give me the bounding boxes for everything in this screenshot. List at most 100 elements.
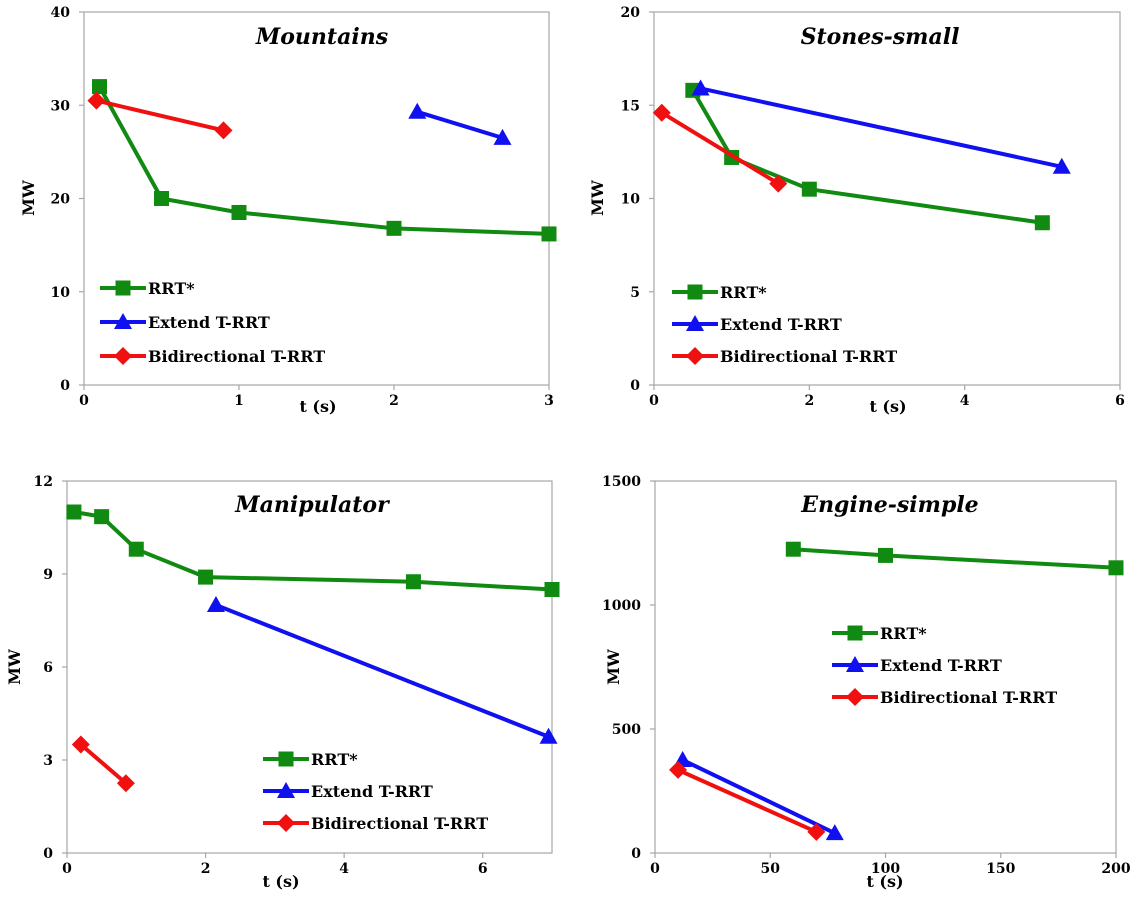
x-tick-label: 2 xyxy=(804,393,814,409)
data-point-marker xyxy=(92,79,107,95)
legend-label: RRT* xyxy=(720,283,767,302)
series-line-3 xyxy=(95,98,224,133)
x-tick-label: 100 xyxy=(871,861,900,877)
data-point-marker xyxy=(691,79,710,96)
x-tick-label: 6 xyxy=(478,861,488,877)
y-tick-label: 15 xyxy=(621,98,640,114)
legend: RRT* Extend T-RRT Bidirectional T-RRT xyxy=(100,279,325,366)
legend: RRT* Extend T-RRT Bidirectional T-RRT xyxy=(263,750,488,833)
data-point-marker xyxy=(801,181,817,197)
data-point-marker xyxy=(206,596,225,612)
data-point-marker xyxy=(405,574,421,590)
series-line-2 xyxy=(700,86,1063,169)
x-tick-label: 200 xyxy=(1101,861,1130,877)
data-point-marker xyxy=(1052,157,1071,174)
data-point-marker xyxy=(493,128,512,145)
y-tick-label: 12 xyxy=(34,474,53,490)
series-line-3 xyxy=(79,742,128,785)
legend-marker xyxy=(686,347,704,365)
plot-area-frame xyxy=(66,480,553,854)
y-tick-label: 20 xyxy=(51,192,71,208)
series-line-2 xyxy=(681,758,836,835)
data-point-marker xyxy=(94,509,110,525)
x-tick-label: 0 xyxy=(649,393,659,409)
y-tick-label: 20 xyxy=(621,5,641,21)
x-axis-label: t (s) xyxy=(869,397,906,416)
x-tick-label: 1 xyxy=(234,393,244,409)
data-point-marker xyxy=(652,103,671,122)
y-axis-label: MW xyxy=(588,179,607,216)
legend-label: Extend T-RRT xyxy=(720,315,842,334)
data-point-marker xyxy=(116,774,135,793)
y-tick-label: 500 xyxy=(612,722,641,738)
x-tick-label: 0 xyxy=(79,393,89,409)
data-point-marker xyxy=(386,220,402,236)
chart-panel-2: 0 5 10 15 20 0 2 4 6 t (s) MW Stones-small RRT* Exten… xyxy=(588,5,1125,416)
x-tick-label: 3 xyxy=(544,393,554,409)
data-point-marker xyxy=(769,174,788,193)
chart-panel-1: 0 10 20 30 40 0 1 2 3 t (s) MW Mountains RRT* Extend … xyxy=(19,5,557,416)
y-tick-label: 30 xyxy=(51,98,71,114)
x-tick-label: 50 xyxy=(761,861,781,877)
series-line-2 xyxy=(416,109,504,140)
series-line-3 xyxy=(660,111,780,186)
chart-title: Engine-simple xyxy=(800,492,978,518)
x-tick-label: 0 xyxy=(650,861,660,877)
chart-panel-3: 0 3 6 9 12 0 2 4 6 t (s) MW Manipulator RRT* Extend T… xyxy=(5,474,560,891)
x-axis-label: t (s) xyxy=(262,872,299,891)
data-point-marker xyxy=(807,822,826,841)
legend: RRT* Extend T-RRT Bidirectional T-RRT xyxy=(672,283,897,366)
legend-label: Extend T-RRT xyxy=(148,313,270,332)
legend-marker xyxy=(687,284,703,300)
legend-marker xyxy=(847,625,863,641)
data-point-marker xyxy=(541,226,557,242)
legend-marker xyxy=(114,347,132,365)
legend: RRT* Extend T-RRT Bidirectional T-RRT xyxy=(832,624,1057,707)
y-tick-label: 9 xyxy=(43,567,53,583)
data-point-marker xyxy=(539,727,558,744)
data-point-marker xyxy=(669,760,688,779)
legend-marker xyxy=(846,688,864,706)
legend-marker xyxy=(115,280,131,296)
x-tick-label: 150 xyxy=(986,861,1015,877)
legend-label: RRT* xyxy=(880,624,927,643)
x-tick-label: 4 xyxy=(339,861,349,877)
y-tick-label: 0 xyxy=(631,846,641,862)
legend-marker xyxy=(277,814,295,832)
y-axis-label: MW xyxy=(19,179,38,216)
y-tick-label: 6 xyxy=(43,660,53,676)
series-line-1 xyxy=(73,510,553,592)
y-tick-label: 5 xyxy=(630,285,640,301)
y-tick-label: 10 xyxy=(621,192,641,208)
x-tick-label: 6 xyxy=(1115,393,1125,409)
chart-panel-4: 0 500 1000 1500 0 50 100 150 200 t (s) MW Engine-si… xyxy=(602,474,1131,891)
series-line-1 xyxy=(691,89,1043,225)
legend-marker xyxy=(277,782,295,798)
data-point-marker xyxy=(1108,560,1124,576)
x-tick-label: 0 xyxy=(62,861,72,877)
legend-marker xyxy=(686,315,704,331)
data-point-marker xyxy=(71,735,90,754)
legend-label: RRT* xyxy=(311,750,358,769)
data-point-marker xyxy=(66,504,82,520)
legend-label: Bidirectional T-RRT xyxy=(148,347,325,366)
legend-label: Bidirectional T-RRT xyxy=(311,814,488,833)
x-axis-label: t (s) xyxy=(866,872,903,891)
y-tick-label: 0 xyxy=(60,378,70,394)
legend-label: Extend T-RRT xyxy=(311,782,433,801)
data-point-marker xyxy=(214,121,233,140)
x-tick-label: 2 xyxy=(201,861,211,877)
legend-label: Bidirectional T-RRT xyxy=(720,347,897,366)
data-point-marker xyxy=(1034,215,1050,231)
chart-title: Stones-small xyxy=(801,24,960,50)
legend-label: Extend T-RRT xyxy=(880,656,1002,675)
series-line-1 xyxy=(97,85,550,236)
y-tick-label: 40 xyxy=(51,5,71,21)
legend-marker xyxy=(278,751,294,767)
series-line-1 xyxy=(793,547,1117,570)
chart-title: Mountains xyxy=(255,24,388,50)
y-tick-label: 1000 xyxy=(602,598,641,614)
data-point-marker xyxy=(154,191,169,206)
data-point-marker xyxy=(87,91,106,110)
